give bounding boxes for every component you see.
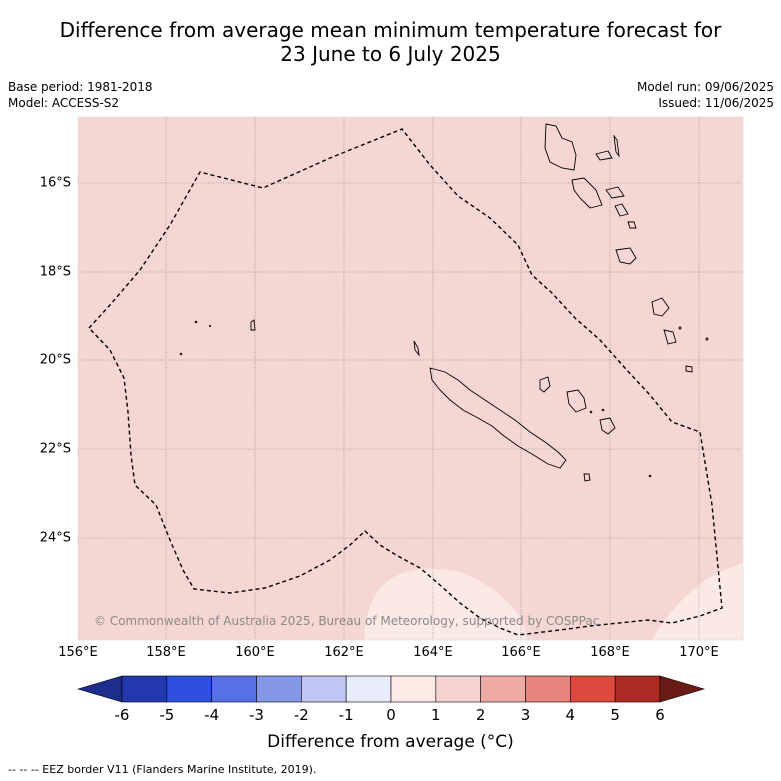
colorbar-segment <box>390 675 437 703</box>
islet <box>601 408 605 412</box>
lat-label: 22°S <box>39 441 71 457</box>
lat-label: 20°S <box>39 352 71 368</box>
islet <box>589 410 593 414</box>
metadata-left: Base period: 1981-2018 Model: ACCESS-S2 <box>8 79 153 111</box>
vanuatu-maewo <box>613 134 620 158</box>
lat-label: 24°S <box>39 530 71 546</box>
lon-label: 158°E <box>146 645 186 660</box>
lon-label: 166°E <box>501 645 541 660</box>
colorbar-tick-label: 2 <box>475 706 486 724</box>
vanuatu-malakula <box>571 177 603 209</box>
eez-legend-note: -- -- -- EEZ border V11 (Flanders Marine… <box>8 763 317 776</box>
colorbar-tick-label: -1 <box>338 706 354 724</box>
land-outlines <box>179 123 709 482</box>
colorbar-tick-label: 0 <box>386 706 396 724</box>
lon-label: 170°E <box>679 645 719 660</box>
colorbar-segment <box>211 675 257 703</box>
islet <box>648 474 652 478</box>
metadata-right: Model run: 09/06/2025 Issued: 11/06/2025 <box>637 79 774 111</box>
isle-of-pines <box>583 473 591 482</box>
copyright-notice: © Commonwealth of Australia 2025, Bureau… <box>94 614 600 628</box>
lon-label: 160°E <box>235 645 275 660</box>
colorbar-segment <box>435 675 481 703</box>
colorbar-tick-label: -4 <box>204 706 220 724</box>
colorbar-tick-label: -5 <box>159 706 175 724</box>
map-frame <box>77 116 744 641</box>
vanuatu-espiritu-santo <box>544 123 577 171</box>
anomaly-region-light-southeast <box>652 563 743 640</box>
colorbar-extend-low <box>76 675 123 703</box>
islet <box>678 326 682 330</box>
islet <box>705 337 709 341</box>
vanuatu-aneityum <box>685 365 693 373</box>
colorbar-segment <box>121 675 168 703</box>
colorbar-tick-label: 1 <box>431 706 441 724</box>
colorbar-label: Difference from average (°C) <box>267 732 514 752</box>
belep-islands <box>413 340 420 357</box>
lon-label: 164°E <box>413 645 453 660</box>
map-title: Difference from average mean minimum tem… <box>0 18 781 66</box>
gridlines <box>78 117 743 640</box>
colorbar-segment <box>301 675 347 703</box>
anomaly-region-light-south <box>364 568 528 640</box>
vanuatu-ambrym <box>605 186 625 199</box>
vanuatu-efate <box>615 247 637 265</box>
colorbar-tick-label: -2 <box>293 706 309 724</box>
lat-label: 16°S <box>39 175 71 191</box>
colorbar-tick-label: 5 <box>610 706 620 724</box>
vanuatu-malo <box>595 150 613 161</box>
colorbar <box>76 675 706 703</box>
colorbar-tick-label: -3 <box>249 706 264 724</box>
vanuatu-epi <box>614 203 629 217</box>
colorbar-tick-label: 6 <box>655 706 665 724</box>
islet <box>179 352 183 356</box>
colorbar-tick-label: 4 <box>565 706 576 724</box>
loyalty-islands-ouvea <box>539 376 551 393</box>
lon-label: 156°E <box>58 645 98 660</box>
loyalty-islands-mare <box>599 417 616 435</box>
lon-label: 168°E <box>590 645 630 660</box>
chesterfield-islet <box>250 319 256 331</box>
map-area <box>78 117 743 640</box>
lat-label: 18°S <box>39 264 71 280</box>
islet <box>194 320 198 324</box>
colorbar-segment <box>614 675 661 703</box>
colorbar-tick-label: 3 <box>520 706 531 724</box>
new-caledonia-island <box>429 367 567 469</box>
vanuatu-erromango <box>651 297 670 317</box>
colorbar-segment <box>256 675 302 703</box>
base-period: Base period: 1981-2018 <box>8 80 153 94</box>
vanuatu-tanna <box>663 329 677 345</box>
colorbar-segment <box>166 675 212 703</box>
islet <box>208 324 212 328</box>
colorbar-segment <box>480 675 526 703</box>
vanuatu-small-isles <box>627 221 637 229</box>
colorbar-segment <box>525 675 571 703</box>
title-line-1: Difference from average mean minimum tem… <box>59 18 722 42</box>
title-line-2: 23 June to 6 July 2025 <box>280 42 501 66</box>
colorbar-tick-label: -6 <box>114 706 130 724</box>
model-run: Model run: 09/06/2025 <box>636 80 774 94</box>
eez-border <box>88 128 723 636</box>
colorbar-extend-high <box>659 675 706 703</box>
lon-label: 162°E <box>324 645 364 660</box>
issued-date: Issued: 11/06/2025 <box>658 96 774 110</box>
colorbar-segment <box>570 675 616 703</box>
loyalty-islands-lifou <box>566 389 587 413</box>
colorbar-segment <box>345 675 392 703</box>
model-name: Model: ACCESS-S2 <box>8 96 120 110</box>
